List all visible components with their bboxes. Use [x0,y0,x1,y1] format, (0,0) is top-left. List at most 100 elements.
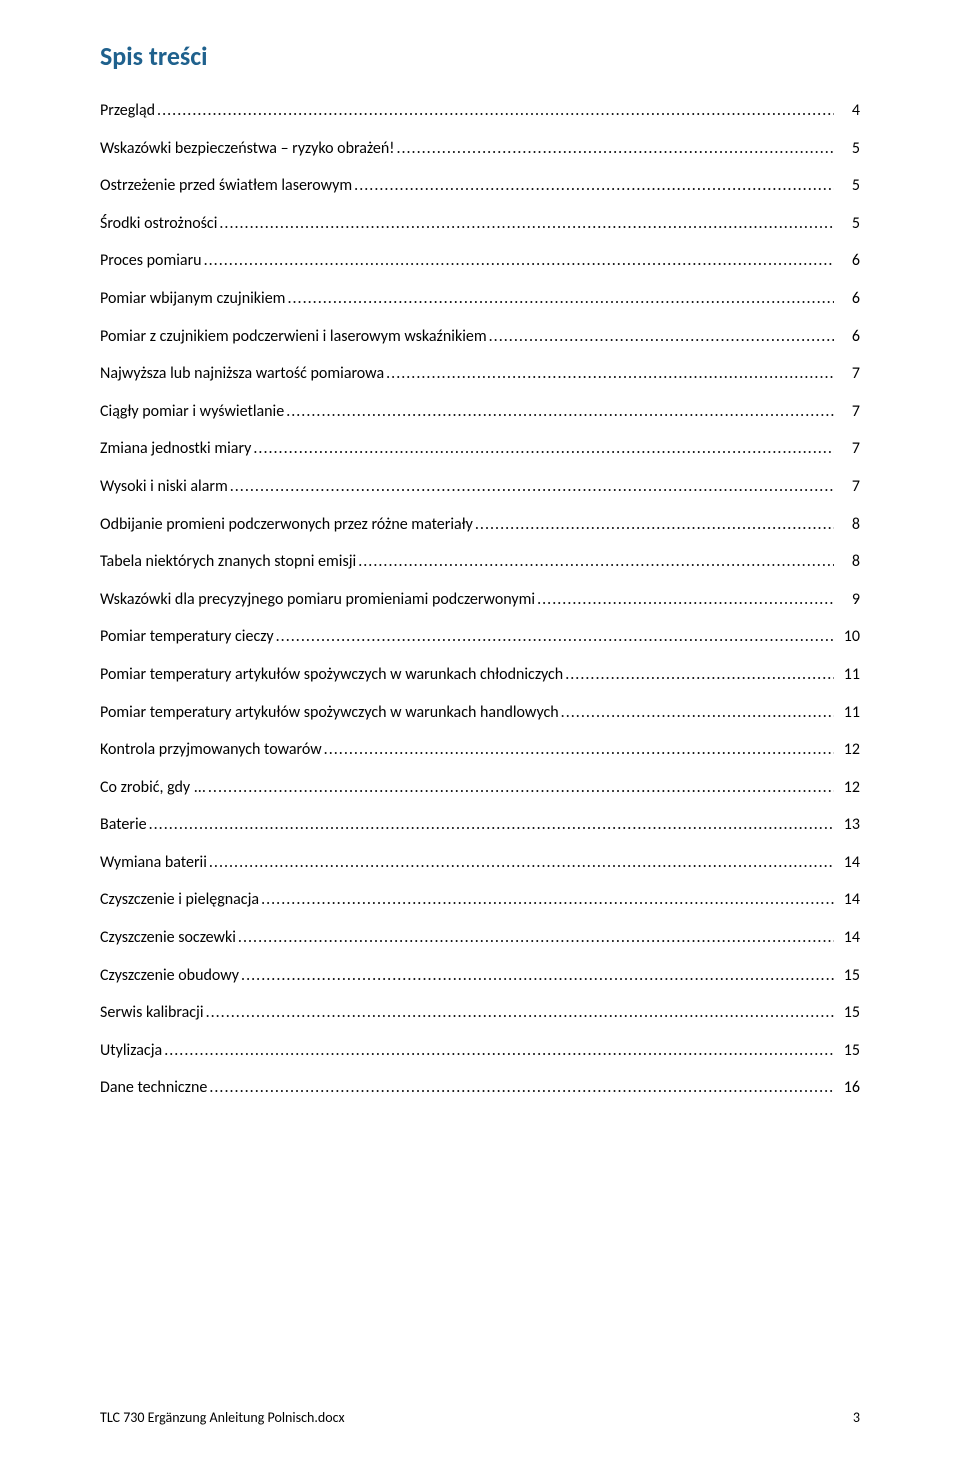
toc-entry[interactable]: Czyszczenie i pielęgnacja 14 [100,889,860,911]
toc-entry-page: 13 [834,814,860,836]
toc-entry-page: 6 [834,250,860,272]
toc-entry-label: Baterie [100,814,149,836]
toc-leader-dots [238,927,834,949]
toc-entry-page: 15 [834,1040,860,1062]
toc-leader-dots [209,1077,834,1099]
toc-leader-dots [149,814,834,836]
toc-entry-page: 11 [834,702,860,724]
toc-leader-dots [354,175,834,197]
footer-page-number: 3 [853,1409,860,1426]
toc-leader-dots [241,965,834,987]
toc-entry-page: 7 [834,438,860,460]
toc-entry[interactable]: Odbijanie promieni podczerwonych przez r… [100,514,860,536]
toc-entry-label: Utylizacja [100,1040,164,1062]
toc-entry-label: Serwis kalibracji [100,1002,206,1024]
table-of-contents: Przegląd 4 Wskazówki bezpieczeństwa – ryzy… [100,100,860,1349]
toc-entry[interactable]: Ciągły pomiar i wyświetlanie 7 [100,401,860,423]
toc-entry[interactable]: Przegląd 4 [100,100,860,122]
toc-leader-dots [537,589,834,611]
toc-entry-label: Dane techniczne [100,1077,209,1099]
toc-entry-page: 5 [834,138,860,160]
toc-entry-label: Ciągły pomiar i wyświetlanie [100,401,286,423]
page-footer: TLC 730 Ergänzung Anleitung Polnisch.doc… [100,1409,860,1426]
toc-entry-page: 9 [834,589,860,611]
toc-entry-label: Czyszczenie obudowy [100,965,241,987]
toc-entry-label: Przegląd [100,100,157,122]
toc-entry-page: 12 [834,777,860,799]
toc-entry[interactable]: Kontrola przyjmowanych towarów12 [100,739,860,761]
page-title: Spis treści [100,40,860,72]
toc-entry-label: Najwyższa lub najniższa wartość pomiarow… [100,363,386,385]
toc-entry[interactable]: Wysoki i niski alarm 7 [100,476,860,498]
toc-entry-label: Pomiar temperatury artykułów spożywczych… [100,702,561,724]
toc-entry-page: 8 [834,514,860,536]
toc-entry[interactable]: Serwis kalibracji 15 [100,1002,860,1024]
toc-leader-dots [261,889,834,911]
toc-leader-dots [561,702,834,724]
toc-entry-page: 11 [834,664,860,686]
toc-entry-label: Pomiar temperatury artykułów spożywczych… [100,664,565,686]
toc-entry-label: Zmiana jednostki miary [100,438,253,460]
toc-entry[interactable]: Wskazówki bezpieczeństwa – ryzyko obraże… [100,138,860,160]
toc-entry[interactable]: Co zrobić, gdy ... 12 [100,777,860,799]
footer-filename: TLC 730 Ergänzung Anleitung Polnisch.doc… [100,1409,345,1426]
toc-entry-label: Wskazówki dla precyzyjnego pomiaru promi… [100,589,537,611]
toc-entry-page: 7 [834,401,860,423]
toc-entry-page: 14 [834,852,860,874]
toc-entry-page: 15 [834,1002,860,1024]
toc-leader-dots [230,476,834,498]
toc-leader-dots [286,401,834,423]
toc-entry[interactable]: Wymiana baterii 14 [100,852,860,874]
toc-entry[interactable]: Pomiar z czujnikiem podczerwieni i laser… [100,326,860,348]
toc-entry[interactable]: Pomiar wbijanym czujnikiem6 [100,288,860,310]
toc-leader-dots [489,326,834,348]
toc-entry-page: 7 [834,363,860,385]
toc-leader-dots [204,250,834,272]
toc-leader-dots [164,1040,834,1062]
toc-entry[interactable]: Czyszczenie soczewki14 [100,927,860,949]
toc-leader-dots [219,213,834,235]
toc-entry-page: 16 [834,1077,860,1099]
toc-entry-page: 10 [834,626,860,648]
toc-entry[interactable]: Dane techniczne 16 [100,1077,860,1099]
page-container: Spis treści Przegląd 4 Wskazówki bezpiecze… [0,0,960,1466]
toc-leader-dots [358,551,834,573]
toc-entry-page: 4 [834,100,860,122]
toc-entry-label: Środki ostrożności [100,213,219,235]
toc-entry[interactable]: Czyszczenie obudowy15 [100,965,860,987]
toc-entry[interactable]: Proces pomiaru 6 [100,250,860,272]
toc-entry[interactable]: Wskazówki dla precyzyjnego pomiaru promi… [100,589,860,611]
toc-entry-label: Proces pomiaru [100,250,204,272]
toc-entry-page: 8 [834,551,860,573]
toc-entry[interactable]: Pomiar temperatury artykułów spożywczych… [100,664,860,686]
toc-entry-label: Ostrzeżenie przed światłem laserowym [100,175,354,197]
toc-entry[interactable]: Baterie 13 [100,814,860,836]
toc-entry[interactable]: Tabela niektórych znanych stopni emisji 8 [100,551,860,573]
toc-entry-label: Pomiar temperatury cieczy [100,626,276,648]
toc-entry-label: Wymiana baterii [100,852,209,874]
toc-entry-page: 12 [834,739,860,761]
toc-entry[interactable]: Ostrzeżenie przed światłem laserowym5 [100,175,860,197]
toc-entry-label: Czyszczenie soczewki [100,927,238,949]
toc-leader-dots [253,438,834,460]
toc-leader-dots [386,363,834,385]
toc-entry-label: Wskazówki bezpieczeństwa – ryzyko obraże… [100,138,396,160]
toc-leader-dots [209,852,834,874]
toc-entry-page: 7 [834,476,860,498]
toc-entry[interactable]: Pomiar temperatury artykułów spożywczych… [100,702,860,724]
toc-entry-page: 14 [834,889,860,911]
toc-leader-dots [276,626,834,648]
toc-entry[interactable]: Pomiar temperatury cieczy 10 [100,626,860,648]
toc-entry[interactable]: Utylizacja 15 [100,1040,860,1062]
toc-leader-dots [208,777,834,799]
toc-entry-label: Wysoki i niski alarm [100,476,230,498]
toc-entry[interactable]: Najwyższa lub najniższa wartość pomiarow… [100,363,860,385]
toc-entry-label: Czyszczenie i pielęgnacja [100,889,261,911]
toc-entry-label: Co zrobić, gdy ... [100,777,208,799]
toc-entry-label: Pomiar wbijanym czujnikiem [100,288,287,310]
toc-entry[interactable]: Zmiana jednostki miary 7 [100,438,860,460]
toc-entry-label: Tabela niektórych znanych stopni emisji [100,551,358,573]
toc-entry[interactable]: Środki ostrożności5 [100,213,860,235]
toc-entry-label: Pomiar z czujnikiem podczerwieni i laser… [100,326,489,348]
toc-leader-dots [287,288,834,310]
